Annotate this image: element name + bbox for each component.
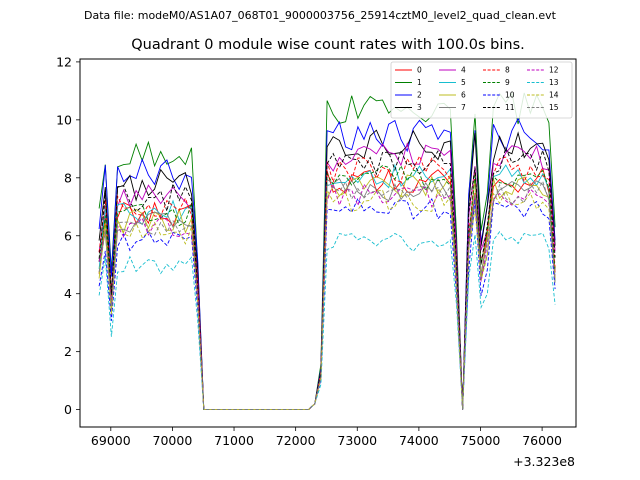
- x-tick-label: 71000: [214, 433, 254, 448]
- x-tick-label: 70000: [153, 433, 193, 448]
- x-tick-label: 75000: [461, 433, 501, 448]
- legend-label-3: 3: [417, 103, 422, 112]
- y-tick-label: 2: [64, 344, 72, 359]
- y-tick-label: 12: [56, 54, 72, 69]
- y-tick-label: 4: [64, 286, 72, 301]
- series-14-line: [98, 188, 556, 411]
- legend-label-4: 4: [461, 66, 466, 75]
- legend-label-12: 12: [549, 66, 559, 75]
- legend-label-5: 5: [461, 78, 466, 87]
- legend-label-2: 2: [417, 91, 422, 100]
- x-tick-label: 76000: [522, 433, 562, 448]
- legend-label-11: 11: [505, 103, 515, 112]
- legend-label-0: 0: [417, 66, 422, 75]
- axes: 69000 70000 71000 72000 73000 74000 75000 76000…: [56, 54, 577, 448]
- chart-title: Quadrant 0 module wise count rates with …: [131, 37, 525, 53]
- y-tick-label: 6: [64, 228, 72, 243]
- y-tick-label: 0: [64, 402, 72, 417]
- series-1-line: [98, 92, 556, 411]
- series-3-line: [98, 129, 556, 411]
- legend-label-13: 13: [549, 78, 559, 87]
- legend-label-14: 14: [549, 91, 559, 100]
- legend-label-6: 6: [461, 91, 466, 100]
- axes-frame: [79, 58, 577, 428]
- series-10-line: [98, 197, 556, 411]
- legend-box: [390, 61, 573, 119]
- y-tick-label: 8: [64, 170, 72, 185]
- plot-area: [98, 92, 556, 411]
- y-tick-label: 10: [56, 112, 72, 127]
- data-file-caption: Data file: modeM0/AS1A07_068T01_90000037…: [84, 9, 557, 22]
- x-axis-offset-label: +3.323e8: [513, 454, 575, 469]
- series-15-line: [98, 180, 556, 411]
- x-tick-label: 73000: [337, 433, 377, 448]
- legend-label-15: 15: [549, 103, 559, 112]
- x-tick-label: 69000: [91, 433, 131, 448]
- legend-label-10: 10: [505, 91, 515, 100]
- legend-label-9: 9: [505, 78, 510, 87]
- series-8-line: [98, 155, 556, 411]
- x-tick-label: 74000: [399, 433, 439, 448]
- x-tick-label: 72000: [276, 433, 316, 448]
- legend-label-8: 8: [505, 66, 510, 75]
- legend-label-7: 7: [461, 103, 466, 112]
- series-13-line: [98, 230, 556, 411]
- legend-label-1: 1: [417, 78, 422, 87]
